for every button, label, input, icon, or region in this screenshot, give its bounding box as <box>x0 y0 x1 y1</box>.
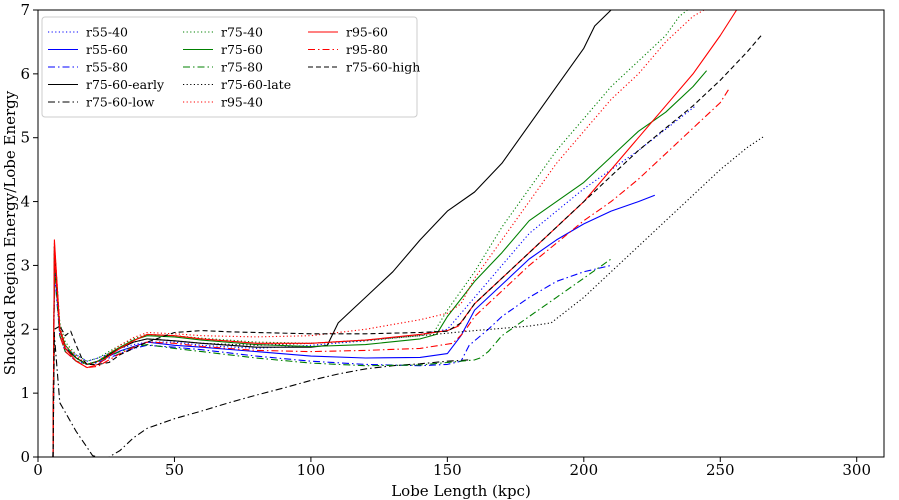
y-axis-label: Shocked Region Energy/Lobe Energy <box>1 90 19 375</box>
x-tick-label: 300 <box>842 461 871 479</box>
series-layer <box>52 10 765 457</box>
legend-label-r75-60-early: r75-60-early <box>86 77 165 92</box>
series-line-r55-80 <box>52 264 612 457</box>
legend-label-r95-80: r95-80 <box>346 42 388 57</box>
y-tick-label: 1 <box>20 384 30 402</box>
x-tick-label: 0 <box>33 461 43 479</box>
legend-box <box>41 16 418 118</box>
legend-label-r75-60-late: r75-60-late <box>221 77 291 92</box>
y-axis: 0 1 2 3 4 5 6 7 <box>20 1 38 466</box>
legend-label-r55-60: r55-60 <box>86 42 128 57</box>
legend-label-r75-60-low: r75-60-low <box>86 95 155 110</box>
plot-frame <box>37 9 885 458</box>
x-tick-label: 250 <box>706 461 735 479</box>
x-tick-label: 200 <box>569 461 598 479</box>
legend-label-r75-60-high: r75-60-high <box>346 60 420 75</box>
series-line-r55-40 <box>52 105 697 457</box>
y-tick-label: 7 <box>20 1 30 19</box>
legend-label-r75-40: r75-40 <box>221 25 263 40</box>
legend-label-r75-80: r75-80 <box>221 60 263 75</box>
legend-label-r55-80: r55-80 <box>86 60 128 75</box>
series-line-r95-80 <box>52 89 729 457</box>
y-tick-label: 5 <box>20 129 30 147</box>
x-tick-label: 150 <box>433 461 462 479</box>
x-axis: 0 50 100 150 200 250 300 <box>33 457 871 479</box>
legend-label-r75-60: r75-60 <box>221 42 263 57</box>
series-line-r75-60-high <box>52 35 762 457</box>
legend-label-r95-60: r95-60 <box>346 25 388 40</box>
series-line-r75-60-low <box>52 335 470 457</box>
x-tick-label: 100 <box>297 461 326 479</box>
x-tick-label: 50 <box>165 461 184 479</box>
x-axis-label: Lobe Length (kpc) <box>391 482 531 500</box>
y-tick-label: 0 <box>20 448 30 466</box>
series-line-r75-60 <box>52 70 708 457</box>
legend: r55-40 r55-60 r55-80 r75-60-early r75-60-low… <box>41 16 420 118</box>
y-tick-label: 6 <box>20 65 30 83</box>
legend-label-r95-40: r95-40 <box>221 95 263 110</box>
y-tick-label: 3 <box>20 256 30 274</box>
legend-label-r55-40: r55-40 <box>86 25 128 40</box>
y-tick-label: 4 <box>20 193 30 211</box>
y-tick-label: 2 <box>20 320 30 338</box>
